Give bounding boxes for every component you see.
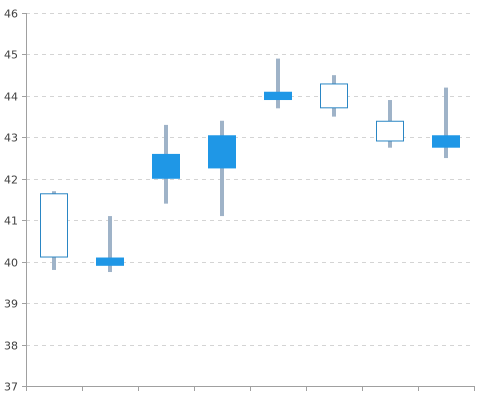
candle: [40, 191, 68, 270]
axes: [26, 13, 474, 387]
y-tick-label: 46: [4, 8, 18, 21]
x-axis-ticks: [26, 386, 475, 391]
candle-body-bullish: [376, 120, 404, 142]
candle: [96, 216, 124, 273]
candle: [152, 124, 180, 204]
candle: [264, 58, 292, 109]
candle-body-bearish: [208, 135, 236, 169]
y-tick-label: 40: [4, 257, 18, 270]
y-tick-label: 45: [4, 49, 18, 62]
candle: [432, 87, 460, 159]
y-axis-tick-labels: 37 38 39 40 41 42 43 44 45 46: [4, 8, 26, 394]
y-tick-label: 44: [4, 91, 18, 104]
candle-body-bullish: [320, 83, 348, 109]
candle: [320, 75, 348, 117]
candle-wick: [276, 58, 280, 109]
grid-lines: [26, 13, 474, 346]
y-tick-label: 37: [4, 381, 18, 394]
candles: [40, 58, 460, 273]
candle-body-bullish: [40, 193, 68, 258]
candle: [208, 120, 236, 217]
y-tick-label: 39: [4, 298, 18, 311]
y-tick-label: 42: [4, 174, 18, 187]
candle-wick: [108, 216, 112, 273]
candle-body-bearish: [264, 91, 292, 101]
y-tick-label: 41: [4, 215, 18, 228]
y-tick-label: 38: [4, 340, 18, 353]
candle-body-bearish: [152, 153, 180, 179]
y-tick-label: 43: [4, 132, 18, 145]
candle-body-bearish: [96, 257, 124, 266]
candle-wick: [444, 87, 448, 159]
candle-body-bearish: [432, 135, 460, 148]
candle: [376, 100, 404, 148]
